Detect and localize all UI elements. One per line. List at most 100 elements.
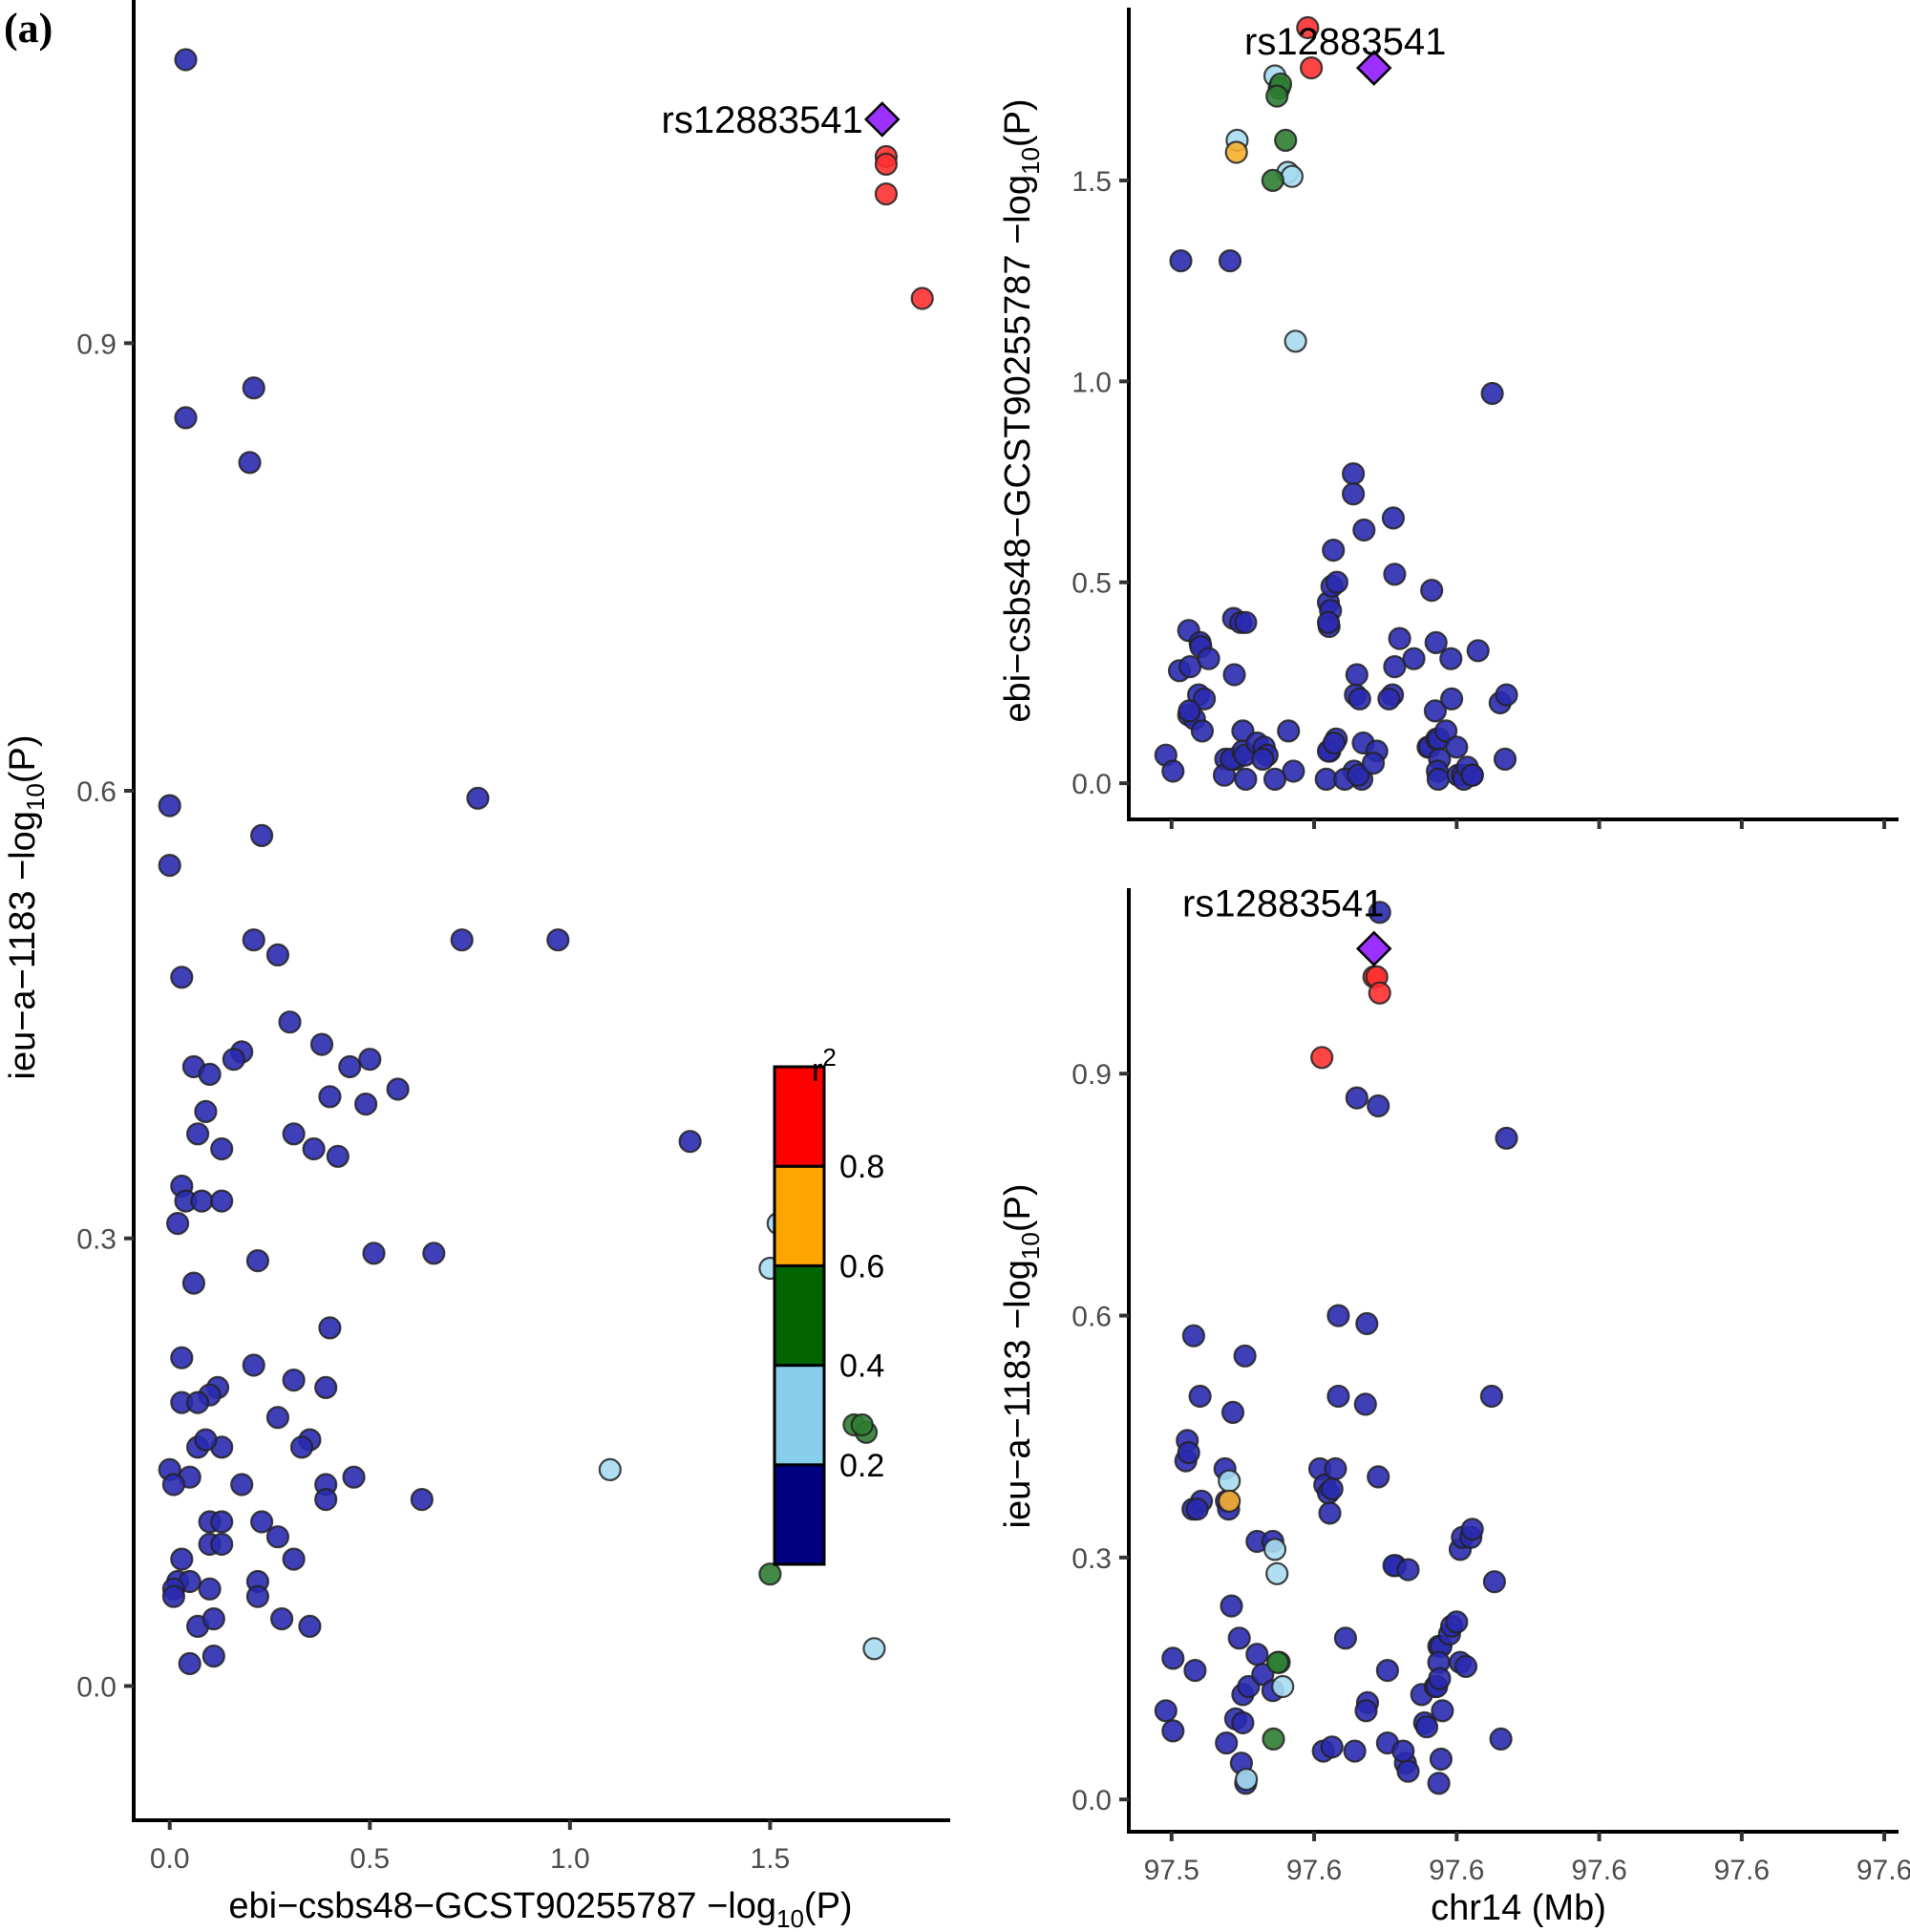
data-point bbox=[174, 48, 198, 72]
data-point bbox=[1320, 1476, 1344, 1501]
data-point bbox=[1265, 1650, 1290, 1674]
data-point bbox=[1431, 1699, 1454, 1723]
x-axis-title-tail: (P) bbox=[804, 1886, 853, 1926]
data-point bbox=[194, 1099, 218, 1124]
data-point bbox=[1227, 1626, 1251, 1650]
data-point bbox=[242, 376, 265, 400]
x-tick-label: 0.0 bbox=[150, 1843, 190, 1875]
data-point bbox=[222, 1048, 245, 1072]
data-point bbox=[1326, 1304, 1350, 1327]
data-point bbox=[1439, 687, 1464, 711]
data-point bbox=[1177, 1440, 1200, 1465]
legend-color-bin bbox=[773, 1164, 826, 1267]
data-point bbox=[282, 1547, 306, 1571]
data-point bbox=[158, 794, 181, 817]
data-point bbox=[1341, 482, 1366, 506]
data-point bbox=[210, 1510, 234, 1534]
data-point bbox=[1284, 329, 1307, 353]
data-point bbox=[198, 1577, 222, 1601]
data-point bbox=[1495, 1126, 1518, 1150]
data-point bbox=[1245, 1643, 1269, 1667]
data-point bbox=[1341, 462, 1366, 486]
data-point bbox=[1361, 751, 1386, 775]
data-point bbox=[1190, 719, 1215, 743]
lead-snp-label: rs12883541 bbox=[1182, 882, 1384, 924]
y-axis-title-tail: (P) bbox=[998, 98, 1038, 147]
data-point bbox=[1347, 763, 1370, 787]
data-point bbox=[1343, 1739, 1367, 1763]
x-tick-label: 97.6 bbox=[1571, 1855, 1626, 1886]
data-point bbox=[202, 1644, 225, 1668]
x-axis-ticks: 0.0 0.5 1.0 1.5 bbox=[150, 1820, 790, 1875]
data-point bbox=[1178, 699, 1201, 723]
legend-tick-label: 0.2 bbox=[839, 1448, 884, 1484]
y-tick-label: 0.0 bbox=[76, 1671, 117, 1703]
data-point bbox=[1218, 1489, 1242, 1513]
data-point bbox=[1263, 1538, 1287, 1561]
data-point bbox=[1489, 1727, 1513, 1752]
data-point bbox=[198, 1062, 222, 1087]
regional-bottom-points bbox=[1154, 901, 1518, 1795]
data-point bbox=[1396, 1759, 1420, 1783]
data-point bbox=[1345, 663, 1369, 687]
data-point bbox=[161, 1584, 185, 1608]
x-tick-label: 97.6 bbox=[1286, 1855, 1342, 1886]
x-axis-title-sub: 10 bbox=[776, 1904, 804, 1932]
data-point bbox=[1402, 647, 1426, 670]
y-axis-title-main: ieu−a−1183 −log bbox=[3, 811, 43, 1079]
data-point bbox=[265, 943, 289, 967]
x-tick-label: 97.5 bbox=[1144, 1855, 1199, 1886]
x-axis-title-main: ebi−csbs48−GCST90255787 −log bbox=[228, 1886, 776, 1926]
data-point bbox=[1310, 1046, 1334, 1070]
data-point bbox=[245, 1248, 269, 1273]
data-point bbox=[1220, 1400, 1245, 1425]
y-axis-title-main: ieu−a−1183 −log bbox=[998, 1260, 1038, 1528]
lead-snp-marker-group bbox=[1355, 930, 1392, 967]
data-point bbox=[1414, 1715, 1439, 1739]
y-axis-title: ieu−a−1183 −log10(P) bbox=[3, 735, 50, 1080]
data-point bbox=[1381, 506, 1406, 530]
data-point bbox=[1460, 763, 1484, 787]
data-point bbox=[245, 1584, 269, 1608]
data-point bbox=[1348, 687, 1371, 711]
data-point bbox=[1169, 249, 1193, 273]
data-point bbox=[170, 1547, 194, 1571]
data-point bbox=[1154, 1699, 1178, 1723]
r2-legend: 0.2 0.4 0.6 0.8 r2 bbox=[773, 1043, 884, 1566]
y-tick-label: 0.3 bbox=[1072, 1543, 1112, 1575]
data-point bbox=[1316, 610, 1341, 634]
data-point bbox=[314, 1375, 338, 1400]
data-point bbox=[1391, 1739, 1415, 1763]
y-tick-label: 0.6 bbox=[1072, 1302, 1112, 1333]
data-point bbox=[1479, 1384, 1504, 1409]
y-tick-label: 0.0 bbox=[1072, 1785, 1112, 1816]
y-axis-title-main: ebi−csbs48−GCST90255787 −log bbox=[998, 175, 1038, 723]
y-tick-label: 1.5 bbox=[1072, 166, 1112, 198]
data-point bbox=[1320, 1735, 1344, 1759]
data-point bbox=[1231, 1710, 1255, 1735]
data-point bbox=[1426, 767, 1451, 792]
data-point bbox=[910, 287, 934, 310]
data-point bbox=[210, 1532, 234, 1557]
data-point bbox=[1265, 1561, 1289, 1585]
lead-snp-diamond bbox=[1355, 50, 1392, 86]
regional-top-panel: rs12883541 0.0 0.5 1.0 1.5 ebi−csbs48−GCST9… bbox=[998, 8, 1899, 829]
data-point bbox=[1375, 1658, 1400, 1683]
data-point bbox=[758, 1562, 782, 1586]
data-point bbox=[210, 1136, 234, 1161]
data-point bbox=[1420, 578, 1444, 603]
y-axis-title: ieu−a−1183 −log10(P) bbox=[998, 1184, 1045, 1529]
data-point bbox=[1325, 570, 1349, 594]
data-point bbox=[1326, 1384, 1350, 1409]
data-point bbox=[1318, 1501, 1342, 1525]
regional-bottom-panel: rs12883541 97.5 97.6 97.6 97.6 97.6 97.6 0.00… bbox=[998, 882, 1910, 1928]
data-point bbox=[250, 823, 274, 848]
data-point bbox=[1355, 1311, 1379, 1336]
data-point bbox=[678, 1130, 702, 1154]
data-point bbox=[265, 1406, 289, 1430]
data-point bbox=[1233, 1344, 1257, 1368]
data-point bbox=[1271, 1674, 1295, 1699]
x-tick-label: 1.5 bbox=[751, 1843, 791, 1875]
data-point bbox=[238, 451, 262, 475]
